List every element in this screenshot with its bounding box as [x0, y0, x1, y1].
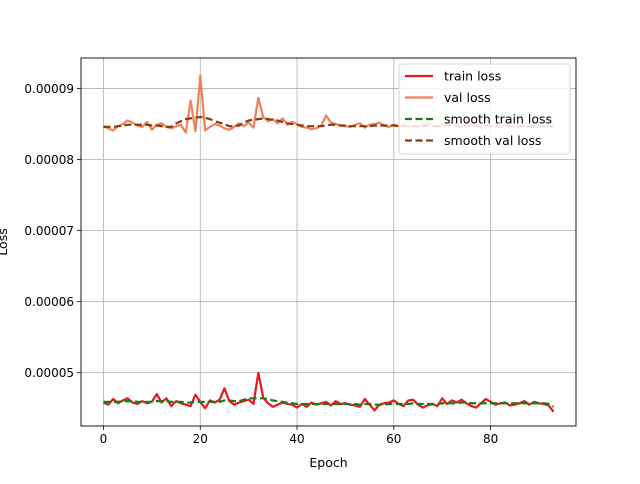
x-tick-label: 60 — [386, 432, 401, 446]
legend-label: smooth train loss — [444, 112, 552, 127]
x-tick-label: 0 — [100, 432, 108, 446]
y-axis-label: Loss — [0, 228, 10, 255]
legend-label: smooth val loss — [444, 133, 541, 148]
y-tick-label: 0.00009 — [24, 82, 74, 96]
x-axis-label: Epoch — [309, 455, 347, 470]
legend-label: train loss — [444, 69, 501, 84]
y-tick-label: 0.00008 — [24, 153, 74, 167]
tick-layer: 0 20 40 60 80 0.00005 0.00006 0.00007 0.00008 0.0… — [24, 82, 498, 446]
x-tick-label: 20 — [193, 432, 208, 446]
legend-label: val loss — [444, 90, 491, 105]
y-tick-label: 0.00007 — [24, 224, 74, 238]
series-line-smooth-train-loss — [103, 397, 555, 408]
x-tick-label: 80 — [483, 432, 498, 446]
y-tick-label: 0.00005 — [24, 366, 74, 380]
x-tick-label: 40 — [289, 432, 304, 446]
plot-frame — [80, 57, 577, 427]
legend: train loss val loss smooth train loss smoot… — [398, 63, 571, 155]
y-tick-label: 0.00006 — [24, 295, 74, 309]
legend-box — [398, 63, 571, 155]
